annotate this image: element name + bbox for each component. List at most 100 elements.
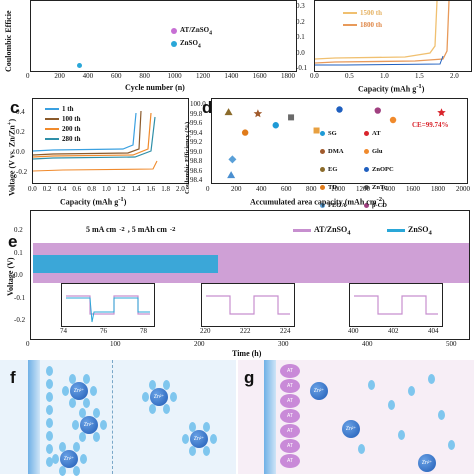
panel-c-x-tick: 2.0 [176, 185, 185, 193]
panel-e-y-tick: 0.1 [14, 248, 23, 257]
panel-e-xlabel: Time (h) [232, 349, 262, 358]
legend-marker-icon [320, 149, 325, 154]
water-molecule-icon [83, 398, 90, 409]
panel-e: e 5 mA cm -2, 5 mAh cm -2 AT/ZnSO4 ZnSO4 7… [0, 210, 474, 358]
panel-b-legend-1800: 1800 th [343, 21, 382, 29]
water-molecule-icon [163, 404, 170, 415]
panel-c-curve-200 [32, 112, 152, 158]
legend-swatch [45, 118, 59, 120]
panel-b-plot: 1500 th 1800 th [314, 0, 472, 72]
water-molecule-icon [149, 404, 156, 415]
water-molecule-icon [408, 386, 415, 396]
legend-label: 1800 th [360, 21, 382, 29]
panel-b-x-tick: 1.5 [415, 72, 424, 80]
water-molecule-icon [46, 418, 53, 428]
panel-b-curve-1800 [314, 0, 450, 64]
panel-d-legend-item: TD [320, 183, 364, 192]
water-molecule-icon [46, 457, 53, 467]
at-molecule-icon: AT [280, 364, 300, 378]
panel-d-marker-dma [253, 109, 263, 118]
water-molecule-icon [448, 440, 455, 450]
water-molecule-icon [388, 400, 395, 410]
panel-d-x-tick: 400 [256, 185, 267, 193]
water-molecule-icon [210, 434, 217, 444]
water-molecule-icon [52, 454, 59, 464]
legend-dot-icon [171, 41, 177, 48]
panel-a-legend-zn: ZnSO4 [171, 39, 201, 49]
panel-d-tag: d [202, 98, 213, 117]
at-molecule-icon: AT [280, 409, 300, 423]
panel-b-y-tick: 0.0 [296, 48, 305, 57]
legend-label: AT/ZnSO [180, 26, 210, 34]
at-molecule-icon: AT [280, 454, 300, 468]
water-molecule-icon [69, 373, 76, 384]
legend-label: 1 th [62, 105, 74, 113]
panel-e-band-zn [33, 255, 218, 273]
legend-label: AT/ZnSO [314, 225, 348, 234]
water-molecule-icon [203, 446, 210, 457]
panel-d-marker-paa [227, 171, 236, 179]
panel-d-x-tick: 2000 [456, 185, 470, 193]
panel-d-legend-item: AT [364, 129, 408, 138]
panel-c-legend-200: 200 th [45, 125, 80, 133]
water-molecule-icon [62, 386, 69, 396]
panel-d-legend-item: PEOA [320, 201, 364, 210]
water-molecule-icon [46, 444, 53, 454]
legend-swatch [343, 24, 357, 26]
panel-c-plot: 1 th 100 th 200 th 280 th [32, 98, 189, 184]
panel-d-legend-item: SG [320, 129, 364, 138]
panel-a-x-tick: 800 [139, 72, 150, 80]
panel-e-legend-at: AT/ZnSO4 [293, 225, 351, 237]
at-molecule-icon: AT [280, 424, 300, 438]
inset-tick: 402 [388, 327, 399, 335]
panel-c-curves [32, 110, 158, 172]
panel-b-y-tick: -0.1 [296, 64, 308, 72]
legend-marker-icon [364, 185, 369, 190]
panel-e-x-tick: 200 [194, 340, 205, 348]
legend-label: ZnTc [372, 184, 387, 191]
water-molecule-icon [170, 392, 177, 402]
legend-label: TD [328, 184, 338, 191]
water-molecule-icon [100, 420, 107, 430]
inset-tick: 404 [428, 327, 439, 335]
panel-e-x-tick: 0 [26, 340, 30, 348]
panel-c-legend-100: 100 th [45, 115, 80, 123]
legend-sub: 4 [197, 43, 201, 50]
legend-label: 100 th [62, 115, 81, 123]
panel-a-legend-at: AT/ZnSO4 [171, 26, 212, 36]
panel-g-tag: g [244, 368, 255, 387]
water-molecule-icon [189, 421, 196, 432]
legend-label: ZnSO [180, 39, 198, 47]
legend-swatch [45, 108, 59, 110]
panel-d-plot: CE=99.74% SG AT DMA Glu EG ZnOPC TD ZnTc PEOA β-C… [211, 98, 468, 227]
panel-d-x-tick: 1400 [381, 185, 395, 193]
panel-d-x-tick: 1200 [356, 185, 370, 193]
water-molecule-icon [59, 441, 66, 452]
panel-e-condition: 5 mA cm -2, 5 mAh cm -2 [86, 225, 175, 234]
panel-a-xlabel: Cycle number (n) [125, 83, 185, 92]
water-molecule-icon [90, 386, 97, 396]
panel-b-y-tick: 0.3 [296, 2, 305, 10]
panel-c-tag: c [10, 98, 20, 117]
water-molecule-icon [203, 421, 210, 432]
panel-d-marker-tmu [313, 127, 320, 134]
panel-e-tag: e [8, 232, 18, 251]
legend-swatch [45, 138, 59, 140]
inset-wave [66, 295, 150, 323]
panel-c-x-tick: 0.6 [72, 185, 82, 193]
panel-d-legend-item: EG [320, 165, 364, 174]
panel-d-x-tick: 600 [281, 185, 292, 193]
legend-sub: 4 [428, 229, 432, 237]
panel-e-plot: 5 mA cm -2, 5 mAh cm -2 AT/ZnSO4 ZnSO4 74 7… [30, 210, 470, 340]
panel-c-x-tick: 0.0 [28, 185, 37, 193]
panel-b-curves [314, 0, 450, 66]
legend-swatch [293, 229, 311, 233]
panel-a-x-tick: 0 [26, 72, 30, 80]
panel-c-xlabel: Capacity (mAh g-1) [60, 196, 127, 207]
inset-tick: 76 [100, 327, 107, 335]
zn-ion-icon: Zn²⁺ [418, 454, 436, 472]
panel-a-plot: AT/ZnSO4 ZnSO4 [30, 0, 297, 72]
legend-swatch [387, 229, 405, 233]
water-molecule-icon [79, 407, 86, 418]
panel-c-y-tick: -0.2 [16, 168, 28, 176]
